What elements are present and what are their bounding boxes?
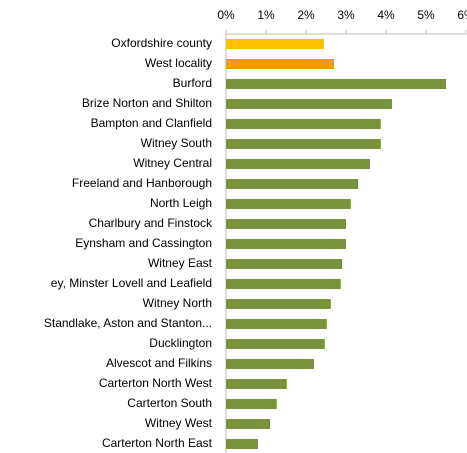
y-tick-label: Alvescot and Filkins: [106, 356, 212, 370]
bar: [226, 199, 351, 209]
x-tick-label: 6%: [457, 8, 467, 22]
bar: [226, 179, 358, 189]
bar: [226, 359, 314, 369]
bar: [226, 299, 331, 309]
y-tick-label: West locality: [145, 56, 212, 70]
bar: [226, 99, 392, 109]
bar: [226, 159, 370, 169]
bar: [226, 39, 324, 49]
y-tick-label: Witney South: [141, 136, 212, 150]
bar: [226, 219, 346, 229]
bar: [226, 339, 325, 349]
y-tick-label: Brize Norton and Shilton: [82, 96, 212, 110]
y-tick-label: Freeland and Hanborough: [72, 176, 212, 190]
y-tick-label: Oxfordshire county: [111, 36, 212, 50]
y-tick-label: Bampton and Clanfield: [91, 116, 212, 130]
y-tick-label: Eynsham and Cassington: [75, 236, 212, 250]
bar: [226, 319, 327, 329]
y-tick-label: Ducklington: [149, 336, 212, 350]
y-tick-label: Witney West: [145, 416, 213, 430]
x-tick-label: 1%: [257, 8, 275, 22]
x-tick-label: 0%: [217, 8, 235, 22]
bar: [226, 79, 446, 89]
x-tick-label: 5%: [417, 8, 435, 22]
bar: [226, 379, 287, 389]
y-tick-label: North Leigh: [150, 196, 212, 210]
y-tick-label: Carterton North West: [99, 376, 213, 390]
bar: [226, 59, 334, 69]
y-tick-label: Witney North: [143, 296, 212, 310]
x-tick-label: 3%: [337, 8, 355, 22]
x-tick-label: 4%: [377, 8, 395, 22]
bar: [226, 419, 270, 429]
y-tick-label: Charlbury and Finstock: [89, 216, 213, 230]
bar: [226, 139, 381, 149]
y-tick-label: Witney East: [148, 256, 213, 270]
bar: [226, 439, 258, 449]
y-tick-label: Carterton North East: [102, 436, 213, 450]
bar: [226, 259, 342, 269]
bar: [226, 399, 277, 409]
y-tick-label: Carterton South: [127, 396, 212, 410]
y-tick-label: Witney Central: [133, 156, 212, 170]
bar: [226, 119, 381, 129]
bar: [226, 239, 346, 249]
y-tick-label: Standlake, Aston and Stanton...: [44, 316, 212, 330]
x-tick-label: 2%: [297, 8, 315, 22]
y-tick-label: Burford: [173, 76, 212, 90]
bar: [226, 279, 341, 289]
y-tick-label: ey, Minster Lovell and Leafield: [51, 276, 212, 290]
